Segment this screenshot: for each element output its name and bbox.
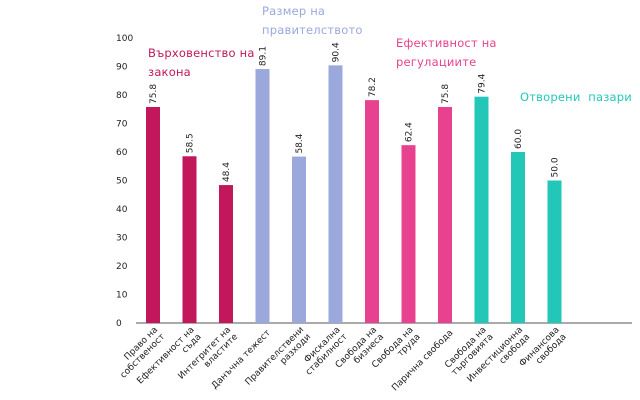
y-tick-label: 20 bbox=[116, 262, 128, 272]
value-label: 58.4 bbox=[295, 133, 305, 153]
group-label-line: Ефективност на bbox=[396, 36, 497, 50]
bar bbox=[328, 65, 343, 324]
group-label-line: Върховенство на bbox=[148, 46, 255, 60]
y-tick-label: 50 bbox=[116, 177, 128, 187]
value-label: 90.4 bbox=[332, 42, 342, 62]
category-label: Право насобственост bbox=[112, 325, 168, 381]
bar bbox=[182, 156, 197, 323]
value-label: 48.4 bbox=[222, 162, 232, 182]
group-label-government-size: Размер на правителството bbox=[262, 2, 363, 40]
value-label: 78.2 bbox=[368, 77, 378, 97]
y-tick-label: 30 bbox=[116, 234, 128, 244]
group-label-line: Отворени пазари bbox=[520, 90, 632, 104]
y-tick-label: 60 bbox=[116, 148, 128, 158]
y-tick-label: 70 bbox=[116, 120, 128, 130]
bar bbox=[401, 145, 416, 323]
bar bbox=[474, 96, 489, 324]
group-label-regulatory-efficiency: Ефективност на регулациите bbox=[396, 34, 497, 72]
y-tick-label: 40 bbox=[116, 205, 128, 215]
group-label-line: закона bbox=[148, 65, 191, 79]
value-label: 58.5 bbox=[186, 133, 196, 153]
value-label: 75.8 bbox=[441, 84, 451, 104]
bar bbox=[511, 152, 525, 323]
group-label-line: Размер на bbox=[262, 4, 326, 18]
value-label: 62.4 bbox=[405, 122, 415, 142]
y-tick-label: 100 bbox=[116, 34, 133, 44]
value-label: 75.8 bbox=[149, 84, 159, 104]
group-label-line: правителството bbox=[262, 23, 363, 37]
value-label: 79.4 bbox=[478, 73, 488, 93]
bar bbox=[438, 106, 452, 323]
category-label-line: Правителствени bbox=[244, 325, 307, 388]
group-label-line: регулациите bbox=[396, 55, 477, 69]
bar bbox=[292, 156, 306, 323]
group-label-open-markets: Отворени пазари bbox=[520, 50, 632, 145]
y-tick-label: 0 bbox=[116, 319, 122, 329]
y-tick-label: 90 bbox=[116, 63, 128, 73]
bar bbox=[547, 180, 562, 323]
value-label: 89.1 bbox=[259, 46, 269, 66]
bar bbox=[219, 185, 233, 323]
y-tick-label: 10 bbox=[116, 291, 128, 301]
value-label: 60.0 bbox=[514, 129, 524, 149]
bar bbox=[365, 100, 379, 323]
category-label: Правителствениразходи bbox=[244, 325, 314, 395]
group-label-rule-of-law: Върховенство на закона bbox=[148, 44, 255, 82]
value-label: 50.0 bbox=[551, 157, 561, 177]
bar bbox=[255, 69, 270, 323]
y-tick-label: 80 bbox=[116, 91, 128, 101]
bar bbox=[146, 106, 160, 323]
